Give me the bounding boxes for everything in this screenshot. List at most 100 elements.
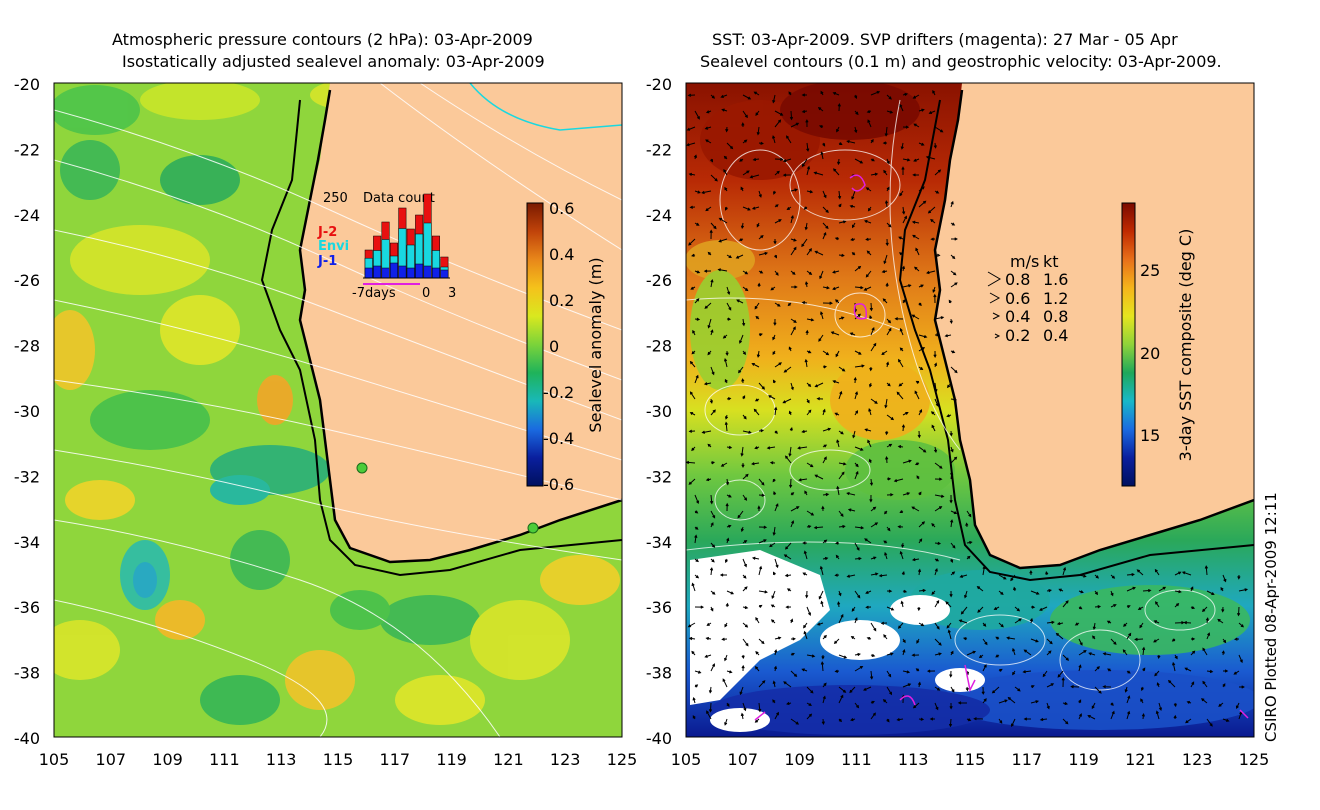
velocity-arrow: [740, 712, 744, 720]
velocity-arrow: [1078, 650, 1087, 656]
velocity-arrow: [894, 317, 904, 321]
velocity-arrow: [820, 600, 824, 608]
velocity-arrow: [949, 318, 953, 325]
axis-ticks: -20 -22 -24 -26 -28 -30 -32 -34 -36 -38 -40 105 107 1…: [14, 75, 1269, 769]
velocity-arrow: [1023, 649, 1032, 656]
velocity-arrow: [1190, 586, 1194, 592]
velocity-arrow: [1158, 586, 1167, 592]
velocity-arrow: [899, 550, 904, 560]
velocity-arrow: [1023, 717, 1031, 721]
velocity-arrow: [912, 702, 920, 709]
velocity-arrow: [1206, 718, 1213, 727]
velocity-arrow: [950, 650, 954, 656]
velocity-arrow: [965, 686, 969, 692]
velocity-arrow: [742, 605, 749, 610]
velocity-arrow: [755, 315, 760, 320]
velocity-arrow: [806, 462, 814, 468]
velocity-arrow: [735, 254, 744, 259]
velocity-arrow: [1126, 670, 1131, 674]
velocity-arrow: [1078, 638, 1083, 646]
inset-bar: [389, 262, 398, 279]
velocity-arrow: [806, 142, 810, 152]
velocity-arrow: [751, 556, 760, 560]
velocity-arrow: [801, 109, 808, 114]
velocity-arrow: [1201, 606, 1208, 613]
right-title-line2: Sealevel contours (0.1 m) and geostrophi…: [700, 52, 1222, 71]
velocity-arrow: [694, 317, 701, 321]
velocity-arrow: [950, 350, 956, 354]
velocity-arrow: [1110, 638, 1117, 645]
velocity-arrow: [801, 93, 807, 97]
inset-bar: [373, 265, 382, 279]
left-map-frame: [53, 82, 623, 738]
left-colorbar-tick: -0.4: [543, 429, 574, 448]
velocity-arrow: [849, 332, 856, 336]
velocity-arrow: [1173, 714, 1177, 720]
velocity-arrow: [1046, 702, 1050, 710]
inset-bar: [406, 267, 415, 279]
right-y-tick-label: -38: [646, 664, 672, 683]
velocity-arrow: [902, 670, 911, 674]
velocity-arrow: [914, 390, 920, 400]
velocity-arrow: [755, 110, 760, 116]
velocity-arrow: [822, 556, 829, 561]
velocity-arrow: [774, 362, 783, 368]
velocity-arrow: [896, 391, 904, 400]
velocity-arrow: [854, 126, 858, 134]
velocity-arrow: [934, 541, 942, 545]
velocity-arrow: [918, 538, 923, 544]
velocity-arrow: [724, 414, 729, 420]
left-x-tick-label: 109: [152, 750, 183, 769]
velocity-arrow: [949, 430, 953, 437]
right-colorbar-label: 3-day SST composite (deg C): [1176, 229, 1195, 462]
velocity-arrow: [694, 270, 701, 274]
velocity-arrow: [883, 169, 888, 176]
velocity-arrow: [726, 445, 733, 449]
velocity-arrow: [1181, 571, 1192, 576]
velocity-arrow: [788, 91, 792, 96]
velocity-arrow: [835, 554, 840, 560]
left-colorbar-tick: -0.2: [543, 383, 574, 402]
velocity-arrow: [741, 122, 745, 128]
velocity-arrow: [690, 286, 696, 290]
velocity-legend-ms-1: 0.6: [1005, 289, 1030, 308]
velocity-arrow: [722, 678, 728, 688]
velocity-arrow: [883, 540, 888, 544]
velocity-arrow: [850, 718, 856, 722]
velocity-arrow: [805, 119, 809, 128]
velocity-legend-ms-0: 0.8: [1005, 270, 1030, 289]
velocity-arrow: [870, 342, 877, 352]
velocity-arrow: [944, 334, 952, 338]
velocity-arrow: [772, 94, 776, 104]
velocity-arrow: [897, 525, 904, 529]
velocity-arrow: [822, 350, 830, 356]
velocity-arrow: [754, 446, 760, 450]
velocity-arrow: [896, 718, 904, 722]
velocity-arrow: [918, 366, 924, 370]
velocity-arrow: [739, 686, 744, 696]
velocity-arrow: [756, 126, 760, 136]
velocity-arrow: [822, 206, 829, 214]
right-y-tick-label: -36: [646, 598, 672, 617]
velocity-arrow: [1110, 590, 1114, 597]
velocity-arrow: [1030, 700, 1040, 704]
velocity-arrow: [758, 382, 766, 390]
velocity-arrow: [785, 605, 792, 609]
velocity-arrow: [758, 638, 765, 645]
velocity-arrow: [949, 590, 953, 598]
velocity-arrow: [950, 558, 954, 563]
velocity-arrow: [934, 126, 944, 133]
velocity-arrow: [774, 406, 778, 416]
velocity-arrow: [1061, 677, 1065, 688]
sealevel-anomaly-blobs: [54, 83, 620, 725]
velocity-arrow: [1046, 589, 1052, 593]
velocity-arrow: [899, 510, 904, 513]
velocity-arrow: [898, 236, 904, 240]
velocity-arrow: [1154, 601, 1160, 608]
velocity-arrow: [790, 506, 800, 512]
velocity-arrow: [821, 718, 825, 725]
right-y-tick-label: -26: [646, 271, 672, 290]
velocity-arrow: [838, 462, 847, 466]
velocity-arrow: [774, 558, 779, 569]
